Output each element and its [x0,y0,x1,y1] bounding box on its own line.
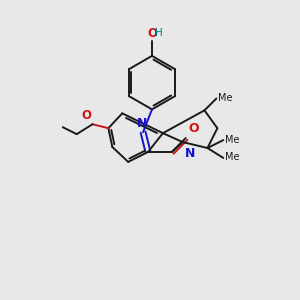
Text: Me: Me [225,135,240,145]
Text: N: N [185,147,195,160]
Text: N: N [137,117,147,130]
Text: O: O [147,27,157,40]
Text: Me: Me [218,94,233,103]
Text: O: O [82,109,92,122]
Text: O: O [189,122,199,135]
Text: Me: Me [225,152,240,162]
Text: H: H [155,28,163,38]
